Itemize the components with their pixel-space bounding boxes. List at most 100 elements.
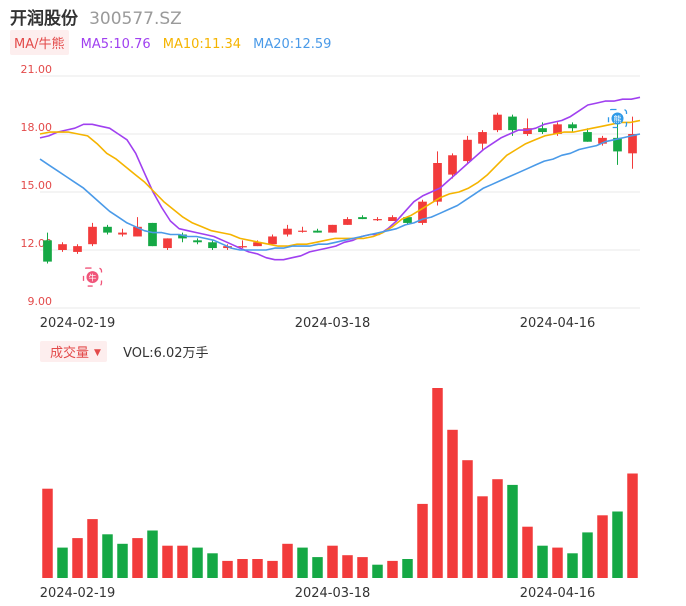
volume-bar [357, 557, 368, 578]
candle-body [418, 201, 427, 223]
stock-header: 开润股份 300577.SZ [10, 4, 182, 29]
candle [328, 224, 337, 233]
candle-body [508, 116, 517, 131]
candle-body [613, 137, 622, 152]
ma-line-ma20 [39, 133, 641, 251]
candle [148, 222, 157, 247]
ma5-legend: MA5:10.76 [80, 37, 151, 52]
volume-bar [57, 547, 68, 578]
candle [448, 153, 457, 179]
candle [388, 215, 397, 221]
candle [118, 228, 127, 237]
volume-bar [222, 560, 233, 578]
candle-body [268, 236, 277, 245]
price-y-tick-label: 18.00 [21, 121, 53, 134]
marker-frame [82, 267, 103, 287]
candle-body [58, 244, 67, 250]
candle [583, 128, 592, 142]
candle-body [208, 242, 217, 249]
volume-bar [132, 538, 143, 578]
candle [343, 217, 352, 225]
volume-bar [192, 547, 203, 578]
marker-frame [607, 108, 628, 129]
candle [523, 118, 532, 136]
volume-bar [582, 532, 593, 578]
volume-x-tick-label: 2024-03-18 [295, 586, 371, 601]
candle [88, 222, 97, 247]
candle [463, 135, 472, 163]
volume-bar [87, 519, 98, 578]
price-x-tick-label: 2024-03-18 [295, 316, 371, 331]
marker-badge [86, 271, 99, 284]
volume-bar [297, 547, 308, 578]
volume-bar [552, 547, 563, 578]
stock-code: 300577.SZ [89, 9, 182, 29]
candle [313, 228, 322, 233]
candle-body [163, 238, 172, 249]
volume-bar [612, 511, 623, 578]
candle [43, 232, 52, 264]
ma-line-ma5 [39, 96, 641, 261]
caret-down-icon: ▼ [94, 348, 101, 358]
ma10-legend: MA10:11.34 [162, 37, 242, 52]
ma-legend: MA/牛熊 MA5:10.76 MA10:11.34 MA20:12.59 [10, 30, 331, 56]
candle-body [238, 246, 247, 248]
volume-type-selector[interactable]: 成交量 ▼ [40, 341, 107, 362]
candle-body [553, 124, 562, 134]
volume-bar [312, 557, 323, 578]
candle [358, 215, 367, 220]
volume-bar [537, 545, 548, 578]
volume-x-tick-label: 2024-04-16 [520, 586, 596, 601]
volume-bar [417, 503, 428, 578]
candle-body [463, 139, 472, 162]
candle-body [538, 128, 547, 133]
volume-bar [267, 560, 278, 578]
candle-body [133, 226, 142, 237]
ma-line-ma10 [39, 119, 641, 247]
candle-body [373, 219, 382, 221]
candle-body [178, 234, 187, 239]
candle [238, 240, 247, 249]
ma-type-selector[interactable]: MA/牛熊 [10, 30, 69, 55]
candle [178, 232, 187, 243]
price-x-tick-label: 2024-02-19 [40, 316, 116, 331]
candle-body [433, 163, 442, 202]
candle [568, 122, 577, 133]
candle-body [493, 114, 502, 131]
volume-bar [342, 555, 353, 578]
volume-bar [147, 530, 158, 578]
candle [193, 238, 202, 245]
marker-glyph: 熊 [614, 114, 622, 124]
candle [493, 112, 502, 133]
volume-type-label: 成交量 [50, 346, 90, 361]
volume-bar [627, 473, 638, 578]
volume-bar [522, 526, 533, 578]
volume-bar [72, 538, 83, 578]
candle-body [598, 137, 607, 144]
candle [628, 116, 637, 169]
candle-body [298, 230, 307, 232]
volume-x-tick-label: 2024-02-19 [40, 586, 116, 601]
candle [418, 199, 427, 225]
bull-marker-icon: 牛 [82, 267, 103, 287]
candle-body [628, 134, 637, 154]
candle [298, 226, 307, 233]
volume-bar [102, 534, 113, 578]
candle [433, 151, 442, 206]
price-x-tick-label: 2024-04-16 [520, 316, 596, 331]
candle [103, 224, 112, 235]
candle-body [253, 242, 262, 247]
candle-body [43, 240, 52, 262]
volume-bar [447, 429, 458, 578]
volume-bar [597, 515, 608, 578]
volume-bar [462, 460, 473, 578]
volume-bar [507, 484, 518, 578]
bear-marker-icon: 熊 [607, 108, 628, 129]
candle [58, 242, 67, 252]
price-y-tick-label: 9.00 [28, 295, 53, 308]
candle-body [103, 226, 112, 233]
candle-body [583, 132, 592, 142]
candle-body [313, 230, 322, 233]
marker-badge [611, 112, 624, 125]
